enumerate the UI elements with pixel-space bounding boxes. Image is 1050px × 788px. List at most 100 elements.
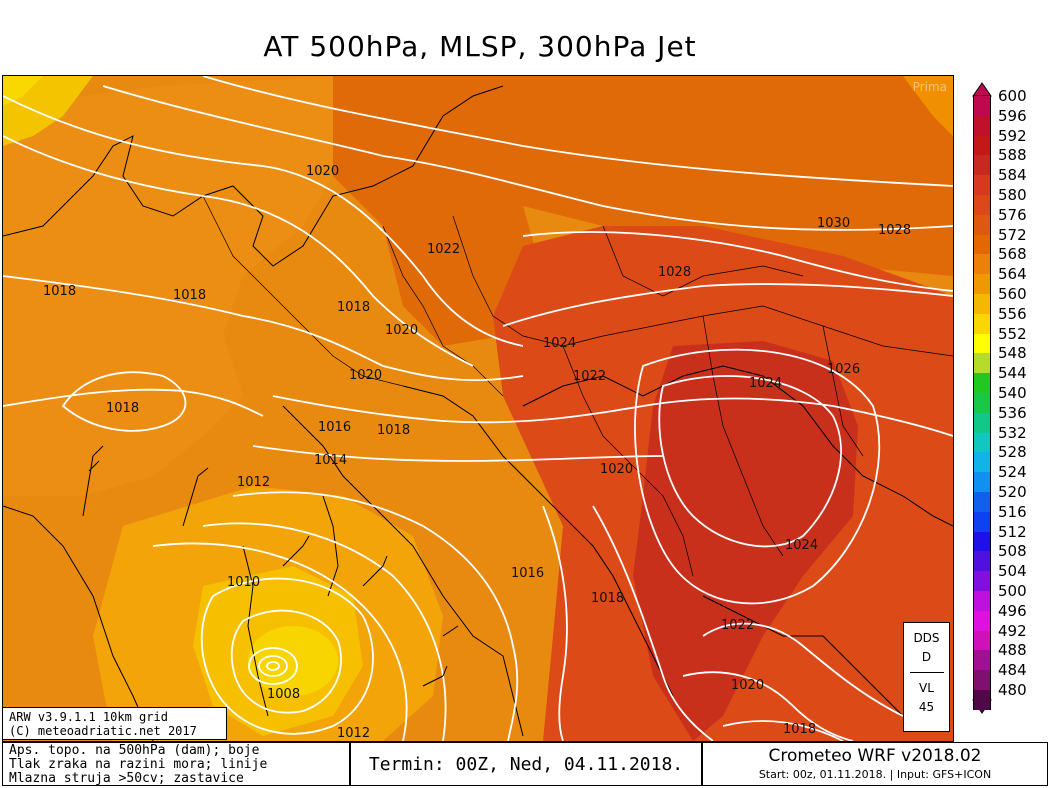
legend-label: 528: [998, 443, 1027, 462]
forecast-time: Termin: 00Z, Ned, 04.11.2018.: [368, 754, 684, 775]
isobars: [3, 76, 953, 741]
legend-swatch: [973, 135, 991, 156]
pressure-label: 1018: [106, 401, 139, 416]
map-title: AT 500hPa, MLSP, 300hPa Jet: [263, 30, 697, 63]
geopotential-field-572-west: [3, 76, 333, 496]
legend-label: 572: [998, 225, 1027, 244]
dds-separator: [909, 672, 944, 673]
legend-label: 588: [998, 146, 1027, 165]
model-info-box: ARW v3.9.1.1 10km grid (C) meteoadriatic…: [2, 707, 227, 740]
legend-swatch: [973, 670, 991, 691]
legend-swatch: [973, 313, 991, 335]
legend-swatch: [973, 175, 991, 196]
legend-swatch: [973, 353, 991, 374]
legend-swatch: [973, 571, 991, 592]
national-borders: [202, 195, 953, 577]
legend-swatch: [973, 155, 991, 176]
brand-name: Crometeo WRF v2018.02: [768, 746, 982, 766]
pressure-label: 1012: [237, 475, 270, 490]
legend-swatch: [973, 610, 991, 632]
vl-value: 45: [918, 700, 935, 714]
pressure-label: 1010: [227, 575, 260, 590]
legend-swatch: [973, 214, 991, 236]
legend-label: 524: [998, 463, 1027, 482]
pressure-label: 1028: [878, 223, 911, 238]
legend-label: 568: [998, 245, 1027, 264]
pressure-label: 1008: [267, 687, 300, 702]
legend-label: 496: [998, 601, 1027, 620]
pressure-label: 1018: [337, 300, 370, 315]
pressure-label: 1018: [783, 722, 816, 737]
geopotential-field-ne-corner: [903, 76, 953, 136]
pressure-label: 1022: [427, 242, 460, 257]
legend-label: 532: [998, 423, 1027, 442]
pressure-label: 1018: [173, 288, 206, 303]
geopotential-field-556: [248, 626, 338, 696]
legend-label: 516: [998, 502, 1027, 521]
legend-label: 564: [998, 265, 1027, 284]
legend-label: 556: [998, 304, 1027, 323]
legend-swatch: [973, 690, 991, 711]
legend-label: 576: [998, 205, 1027, 224]
geopotential-field-588: [633, 341, 858, 741]
legend-swatch: [973, 96, 991, 117]
pressure-label: 1016: [511, 566, 544, 581]
legend-swatch: [973, 195, 991, 216]
pressure-label: 1016: [318, 420, 351, 435]
weather-map: 1020 1018 1018 1022 1018 1020 1028 1030 …: [2, 75, 954, 742]
footer: Aps. topo. na 500hPa (dam); boje Tlak zr…: [0, 742, 1050, 788]
forecast-time-box: Termin: 00Z, Ned, 04.11.2018.: [350, 742, 702, 786]
legend-label: 548: [998, 344, 1027, 363]
run-info: Start: 00z, 01.11.2018. | Input: GFS+ICO…: [758, 768, 992, 781]
legend-label: 484: [998, 661, 1027, 680]
legend-swatch: [973, 393, 991, 414]
dds-label: DDS: [913, 631, 940, 645]
pressure-label: 1020: [385, 323, 418, 338]
pressure-label: 1014: [314, 453, 347, 468]
legend-label: 504: [998, 562, 1027, 581]
pressure-label: 1018: [43, 284, 76, 299]
legend-swatch: [973, 452, 991, 473]
pressure-label: 1024: [749, 376, 782, 391]
pressure-label: 1020: [731, 678, 764, 693]
legend-swatch: [973, 432, 991, 453]
legend-swatch: [973, 274, 991, 295]
legend-swatch: [973, 254, 991, 275]
legend-label: 508: [998, 542, 1027, 561]
pressure-label: 1028: [658, 265, 691, 280]
pressure-label: 1020: [306, 164, 339, 179]
legend-swatch: [973, 294, 991, 315]
legend-label: 492: [998, 621, 1027, 640]
footer-legend-line: Mlazna struja >50cv; zastavice: [9, 771, 244, 786]
map-canvas: 1020 1018 1018 1022 1018 1020 1028 1030 …: [3, 76, 953, 741]
vl-label: VL: [919, 681, 934, 695]
legend-label: 488: [998, 641, 1027, 660]
legend-arrow-up: [972, 82, 992, 97]
coastlines: [3, 85, 953, 741]
legend-label: 500: [998, 582, 1027, 600]
legend-swatch: [973, 531, 991, 552]
watermark: Prima: [912, 80, 947, 94]
pressure-label: 1020: [600, 462, 633, 477]
dds-value: D: [921, 650, 932, 664]
legend-swatch: [973, 492, 991, 513]
footer-legend-box: Aps. topo. na 500hPa (dam); boje Tlak zr…: [2, 742, 350, 786]
color-legend: 600 596 592 588 584 580 576 572 568 564 560 556 552 5…: [966, 82, 1046, 720]
legend-label: 596: [998, 106, 1027, 125]
legend-label: 560: [998, 285, 1027, 303]
legend-label: 536: [998, 403, 1027, 422]
pressure-label: 1020: [349, 368, 382, 383]
footer-legend-line: Tlak zraka na razini mora; linije: [9, 757, 268, 772]
legend-label: 544: [998, 364, 1027, 383]
pressure-label: 1018: [591, 591, 624, 606]
pressure-label: 1022: [573, 369, 606, 384]
legend-swatch: [973, 591, 991, 612]
pressure-labels: 1020 1018 1018 1022 1018 1020 1028 1030 …: [43, 164, 911, 741]
legend-swatch: [973, 412, 991, 434]
footer-legend-line: Aps. topo. na 500hPa (dam); boje: [9, 743, 260, 758]
legend-swatch: [973, 333, 991, 354]
pressure-label: 1022: [721, 618, 754, 633]
model-version: ARW v3.9.1.1 10km grid: [9, 710, 168, 724]
geopotential-field-nw-core: [3, 76, 43, 106]
legend-swatch: [973, 511, 991, 533]
